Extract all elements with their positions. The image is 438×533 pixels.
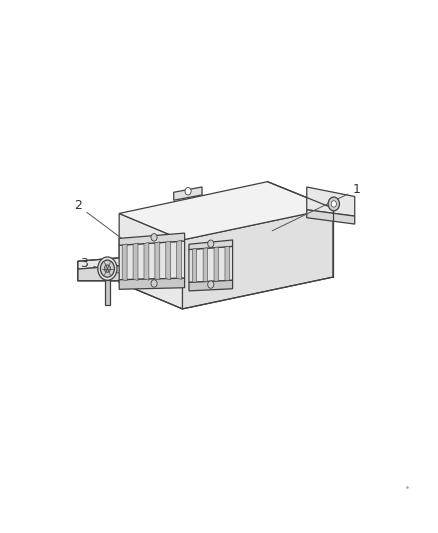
Circle shape	[100, 260, 114, 277]
Polygon shape	[144, 243, 148, 280]
Text: 2: 2	[74, 199, 132, 246]
Polygon shape	[119, 182, 332, 240]
Text: 1: 1	[272, 183, 360, 231]
Polygon shape	[306, 210, 354, 224]
Polygon shape	[192, 248, 196, 282]
Circle shape	[98, 257, 117, 280]
Circle shape	[184, 188, 191, 195]
Polygon shape	[155, 242, 159, 280]
Circle shape	[327, 197, 339, 211]
Polygon shape	[105, 280, 110, 305]
Polygon shape	[182, 208, 332, 309]
Polygon shape	[306, 187, 354, 216]
Polygon shape	[214, 247, 218, 281]
Polygon shape	[224, 246, 229, 280]
Polygon shape	[119, 214, 182, 309]
Polygon shape	[176, 240, 181, 279]
Circle shape	[151, 233, 157, 241]
Polygon shape	[119, 233, 184, 245]
Circle shape	[207, 281, 213, 288]
Polygon shape	[203, 248, 207, 281]
Circle shape	[207, 240, 213, 247]
Polygon shape	[119, 241, 184, 280]
Polygon shape	[133, 243, 138, 280]
Circle shape	[151, 280, 157, 287]
Circle shape	[330, 201, 336, 207]
Polygon shape	[122, 244, 127, 281]
Circle shape	[104, 265, 110, 272]
Polygon shape	[78, 257, 130, 269]
Polygon shape	[78, 265, 130, 281]
Polygon shape	[188, 280, 232, 291]
Text: 3: 3	[80, 257, 127, 276]
Polygon shape	[188, 246, 232, 282]
Polygon shape	[166, 241, 170, 280]
Polygon shape	[119, 278, 184, 289]
Polygon shape	[188, 240, 232, 249]
Polygon shape	[173, 187, 201, 200]
